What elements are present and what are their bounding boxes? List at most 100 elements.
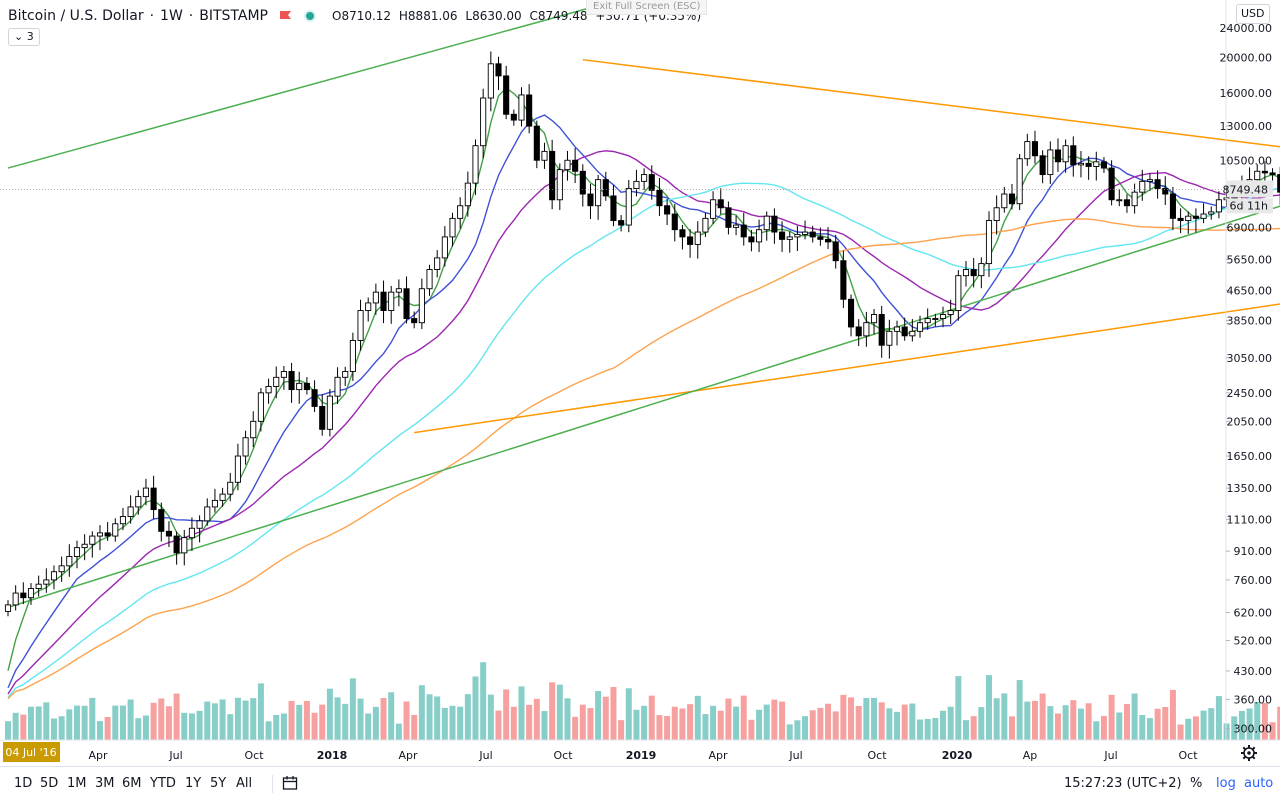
volume-bar bbox=[855, 705, 862, 740]
log-scale-button[interactable]: log bbox=[1216, 776, 1236, 791]
volume-bar bbox=[1238, 710, 1245, 740]
volume-bar bbox=[1169, 689, 1176, 740]
settings-gear-icon[interactable] bbox=[1240, 744, 1258, 766]
flag-icon[interactable] bbox=[278, 9, 292, 23]
candle-body bbox=[480, 97, 487, 147]
candle-body bbox=[1177, 217, 1184, 222]
candle-body bbox=[372, 291, 379, 304]
candle-body bbox=[664, 205, 671, 215]
candle-body bbox=[395, 288, 402, 293]
candle-body bbox=[273, 376, 280, 387]
interval-label[interactable]: 1W bbox=[160, 8, 183, 24]
candle-body bbox=[403, 288, 410, 319]
volume-bar bbox=[1116, 712, 1123, 740]
candle-body bbox=[748, 236, 755, 243]
timeframe-all[interactable]: All bbox=[236, 776, 253, 791]
candle-body bbox=[50, 571, 58, 581]
volume-bar bbox=[909, 703, 916, 740]
volume-bar bbox=[733, 706, 740, 740]
percent-scale-button[interactable]: % bbox=[1190, 776, 1203, 791]
timeframe-ytd[interactable]: YTD bbox=[150, 776, 176, 791]
price-tick-label: 910.00 bbox=[1234, 545, 1273, 558]
price-tick-label: 10500.00 bbox=[1220, 154, 1273, 167]
timeframe-6m[interactable]: 6M bbox=[122, 776, 142, 791]
price-tick-label: 20000.00 bbox=[1220, 51, 1273, 64]
indicators-toggle[interactable]: ⌄ 3 bbox=[8, 28, 40, 46]
currency-selector[interactable]: USD bbox=[1236, 4, 1270, 24]
volume-bar bbox=[219, 699, 226, 740]
volume-bar bbox=[1192, 716, 1199, 740]
candle-body bbox=[733, 224, 740, 228]
candle-body bbox=[441, 236, 448, 259]
exit-fullscreen-button[interactable]: Exit Full Screen (ESC) bbox=[586, 0, 708, 15]
volume-bar bbox=[12, 712, 19, 740]
volume-bar bbox=[756, 709, 763, 740]
volume-bar bbox=[825, 703, 832, 740]
volume-bar bbox=[633, 709, 640, 740]
candle-body bbox=[449, 217, 456, 238]
volume-bar bbox=[204, 701, 211, 740]
volume-bar bbox=[924, 718, 931, 740]
timeframe-1d[interactable]: 1D bbox=[14, 776, 33, 791]
timeframe-5y[interactable]: 5Y bbox=[210, 776, 227, 791]
clock-timezone[interactable]: 15:27:23 (UTC+2) bbox=[1064, 776, 1182, 791]
volume-bar bbox=[618, 720, 625, 740]
ohlc-open: 8710.12 bbox=[341, 9, 392, 23]
volume-bar bbox=[1261, 703, 1268, 740]
price-tick-label: 3850.00 bbox=[1227, 315, 1273, 328]
volume-bar bbox=[426, 694, 433, 740]
candle-body bbox=[303, 382, 310, 391]
timeframe-1m[interactable]: 1M bbox=[67, 776, 87, 791]
candle-body bbox=[595, 179, 602, 207]
volume-bar bbox=[771, 699, 778, 740]
candle-body bbox=[817, 236, 824, 240]
candle-body bbox=[901, 326, 908, 337]
time-tick-label: 2019 bbox=[626, 749, 657, 762]
volume-bar bbox=[786, 724, 793, 740]
price-chart[interactable]: 24000.00 20000.00 16000.00 13000.00 10500.00… bbox=[0, 0, 1280, 766]
calendar-icon[interactable] bbox=[282, 775, 298, 795]
volume-bar bbox=[472, 676, 479, 740]
timeframe-3m[interactable]: 3M bbox=[95, 776, 115, 791]
volume-bar bbox=[702, 714, 709, 740]
candle-body bbox=[1192, 215, 1199, 219]
volume-bar bbox=[250, 698, 257, 740]
candle-body bbox=[802, 231, 809, 235]
volume-bar bbox=[1077, 708, 1084, 740]
volume-bar bbox=[579, 704, 586, 740]
volume-bar bbox=[1277, 706, 1280, 740]
candle-body bbox=[710, 199, 717, 219]
volume-bar bbox=[748, 719, 755, 740]
candle-body bbox=[1039, 155, 1046, 176]
candle-body bbox=[257, 392, 264, 422]
symbol-title[interactable]: Bitcoin / U.S. Dollar bbox=[8, 8, 144, 24]
candle-body bbox=[204, 506, 211, 522]
candle-body bbox=[717, 199, 724, 209]
auto-scale-button[interactable]: auto bbox=[1244, 776, 1274, 791]
volume-bar bbox=[985, 675, 992, 740]
volume-bar bbox=[326, 688, 333, 740]
volume-bar bbox=[1001, 693, 1008, 740]
candle-body bbox=[932, 318, 939, 320]
price-tick-label: 3050.00 bbox=[1227, 352, 1273, 365]
candle-body bbox=[472, 145, 479, 184]
volume-bar bbox=[802, 716, 809, 740]
candle-body bbox=[1146, 179, 1153, 182]
time-tick-label: Jul bbox=[168, 749, 182, 762]
candle-body bbox=[939, 314, 947, 319]
volume-bar bbox=[395, 723, 402, 740]
chevron-down-icon: ⌄ bbox=[14, 30, 24, 43]
volume-bar bbox=[1215, 696, 1222, 740]
candle-body bbox=[893, 326, 901, 332]
volume-bar bbox=[403, 701, 410, 740]
volume-bar bbox=[372, 706, 379, 740]
time-tick-label: Apr bbox=[398, 749, 418, 762]
volume-bar bbox=[541, 711, 548, 740]
volume-bar bbox=[641, 705, 648, 740]
timeframe-1y[interactable]: 1Y bbox=[185, 776, 202, 791]
timeframe-5d[interactable]: 5D bbox=[40, 776, 59, 791]
volume-bar bbox=[1100, 716, 1107, 740]
moving-averages bbox=[7, 87, 1280, 700]
price-tick-label: 1650.00 bbox=[1227, 450, 1273, 463]
trendline bbox=[7, 205, 1280, 609]
